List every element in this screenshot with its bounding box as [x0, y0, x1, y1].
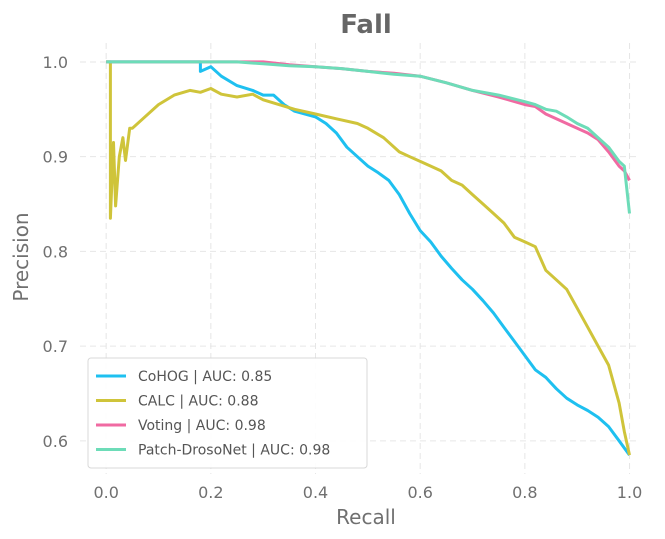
y-tick-label: 1.0: [43, 53, 68, 72]
y-tick-label: 0.8: [43, 242, 68, 261]
x-tick-label: 0.2: [198, 483, 223, 502]
x-tick-label: 0.8: [512, 483, 537, 502]
y-axis-label: Precision: [9, 212, 33, 301]
x-axis-label: Recall: [336, 505, 396, 529]
y-tick-label: 0.6: [43, 432, 68, 451]
x-tick-label: 1.0: [617, 483, 642, 502]
legend-box: [87, 357, 368, 469]
legend-entry-label: CoHOG | AUC: 0.85: [138, 369, 272, 385]
series-line: [106, 60, 631, 182]
y-tick-label: 0.7: [43, 337, 68, 356]
legend-entry-label: Voting | AUC: 0.98: [138, 418, 266, 434]
legend-entry-label: CALC | AUC: 0.88: [138, 394, 258, 410]
legend: CoHOG | AUC: 0.85 CALC | AUC: 0.88 Voting …: [87, 357, 368, 469]
series-line: [106, 60, 631, 456]
tick-labels: 0.0 0.2 0.4 0.6 0.8 1.0 0.6 0.7 0.8 0.9 1.0: [43, 53, 643, 502]
y-tick-label: 0.9: [43, 148, 68, 167]
series-lines: [106, 60, 631, 456]
legend-entry-label: Patch-DrosoNet | AUC: 0.98: [138, 443, 330, 459]
x-tick-label: 0.4: [303, 483, 328, 502]
x-tick-label: 0.0: [93, 483, 118, 502]
chart-title: Fall: [340, 10, 392, 40]
series-line: [106, 60, 631, 214]
x-tick-label: 0.6: [407, 483, 432, 502]
series-line: [106, 60, 631, 456]
